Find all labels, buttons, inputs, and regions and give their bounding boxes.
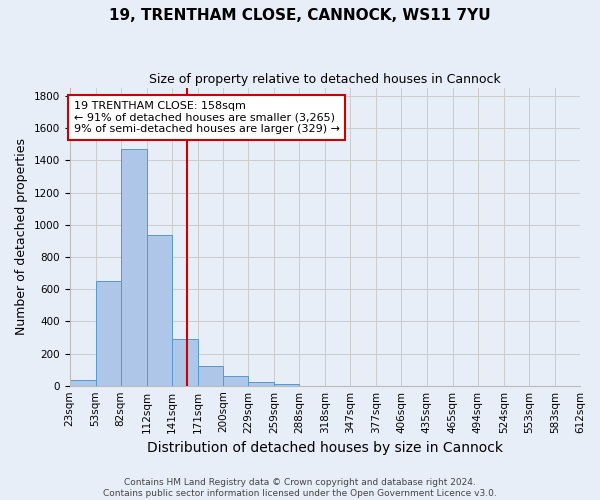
Title: Size of property relative to detached houses in Cannock: Size of property relative to detached ho… (149, 72, 500, 86)
Bar (121, 148, 146, 386)
Bar (172, 339, 198, 386)
Bar (95, 281, 121, 386)
Bar (274, 384, 299, 386)
Text: Contains HM Land Registry data © Crown copyright and database right 2024.
Contai: Contains HM Land Registry data © Crown c… (103, 478, 497, 498)
Bar (198, 366, 223, 386)
Bar (70, 380, 95, 386)
Bar (146, 235, 172, 386)
Text: 19 TRENTHAM CLOSE: 158sqm
← 91% of detached houses are smaller (3,265)
9% of sem: 19 TRENTHAM CLOSE: 158sqm ← 91% of detac… (74, 101, 340, 134)
Bar (248, 382, 274, 386)
X-axis label: Distribution of detached houses by size in Cannock: Distribution of detached houses by size … (147, 441, 503, 455)
Y-axis label: Number of detached properties: Number of detached properties (15, 138, 28, 336)
Bar (223, 376, 248, 386)
Text: 19, TRENTHAM CLOSE, CANNOCK, WS11 7YU: 19, TRENTHAM CLOSE, CANNOCK, WS11 7YU (109, 8, 491, 22)
